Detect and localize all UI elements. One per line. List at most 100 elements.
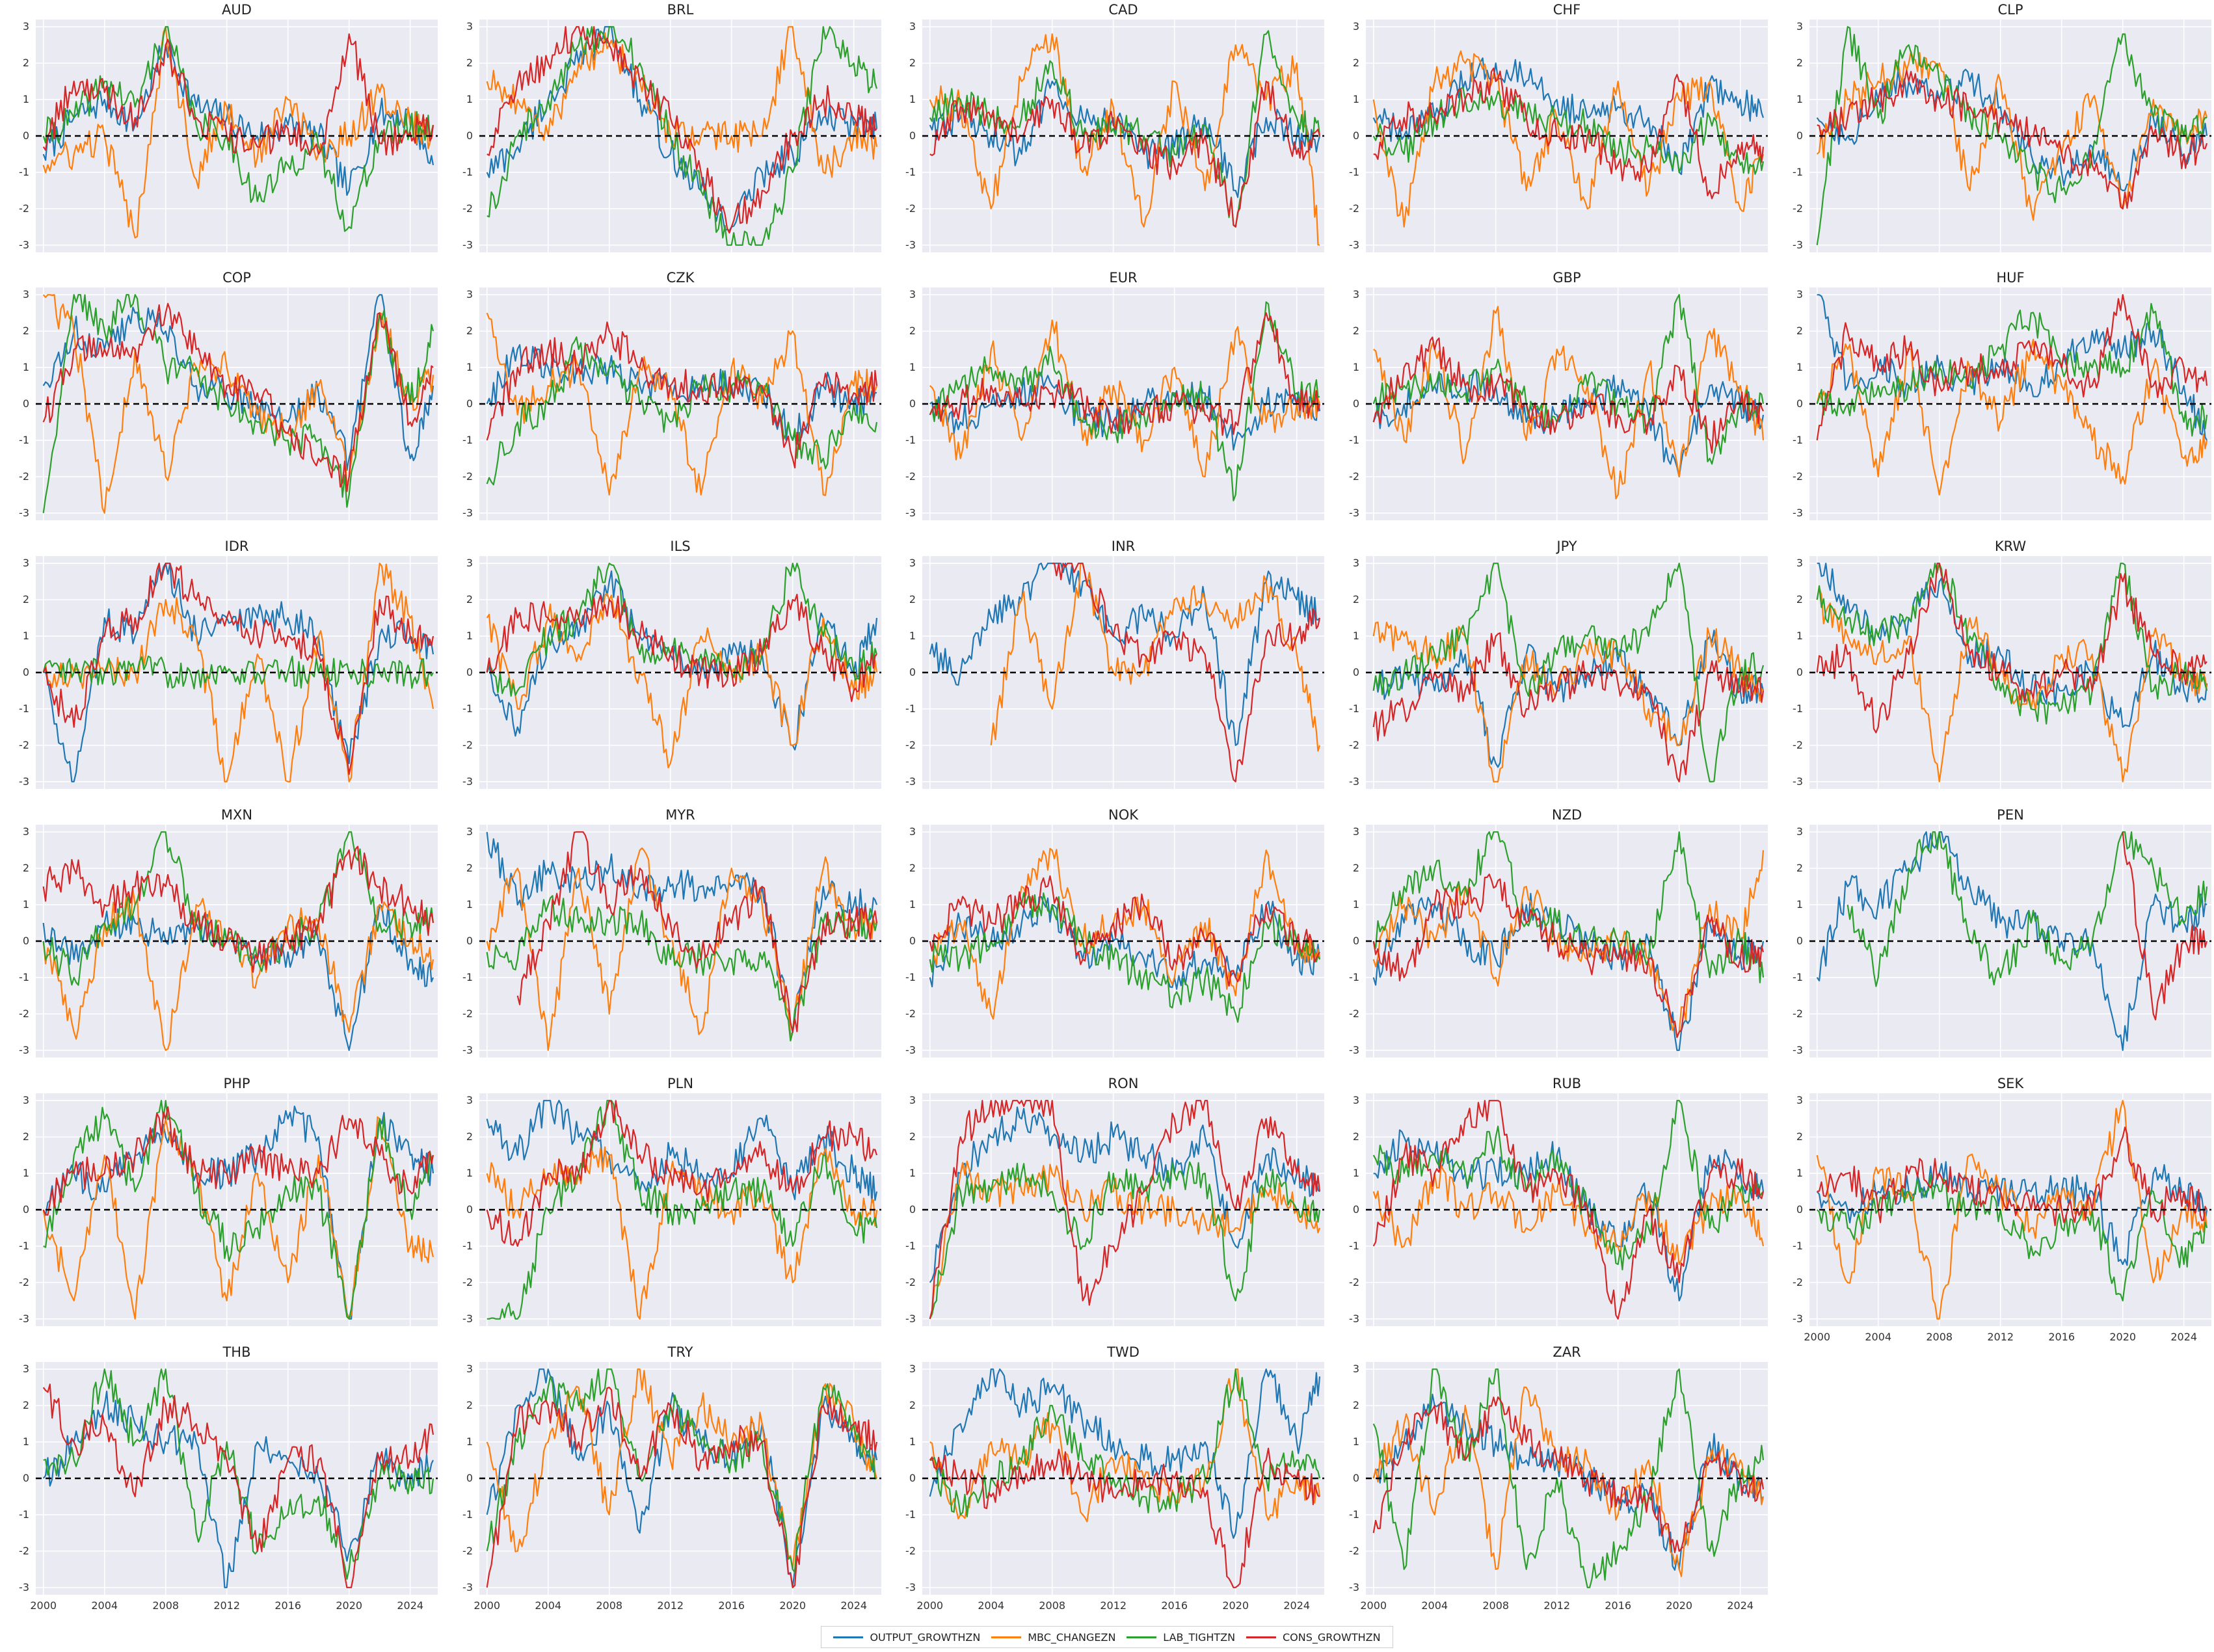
series-line-output-growthzn [486,1368,878,1588]
y-tick-label: 3 [1796,20,1803,33]
series-line-lab-tightzn [1816,302,2208,437]
series-group-cop [42,294,434,514]
y-tick-label: 0 [466,935,473,947]
y-tick-label: 0 [466,129,473,142]
y-tick-label: 2 [466,862,473,874]
y-tick-label: 1 [466,93,473,105]
y-tick-label: -2 [1793,202,1803,215]
y-tick-label: 2 [909,57,916,69]
y-tick-label: 0 [1796,397,1803,410]
panel-title-brl: BRL [667,2,694,18]
panel-title-jpy: JPY [1555,539,1577,554]
panel-huf: -3 -2 -1 0 1 2 3 HUF [1793,270,2211,520]
panel-nzd: -3 -2 -1 0 1 2 3 NZD [1349,807,1768,1058]
series-line-lab-tightzn [42,656,434,689]
y-tick-label: 1 [23,361,29,373]
y-tick-label: -2 [1793,1007,1803,1020]
panel-title-idr: IDR [225,539,249,554]
y-tick-label: 0 [909,129,916,142]
series-line-cons-growthzn [486,1100,878,1247]
panel-cop: -3 -2 -1 0 1 2 3 COP [19,270,438,520]
series-line-cons-growthzn [42,563,434,775]
y-tick-label: 0 [23,1472,29,1484]
x-tick-label: 2024 [2170,1331,2197,1343]
y-tick-label: 3 [1353,1094,1359,1106]
x-tick-label: 2008 [596,1599,622,1612]
series-line-cons-growthzn [929,1100,1321,1320]
legend-item-mbc-changezn: MBC_CHANGEZN [991,1631,1115,1644]
panel-title-pen: PEN [1997,807,2024,823]
y-tick-label: -1 [1349,1240,1359,1252]
series-line-cons-growthzn [42,302,434,492]
y-tick-label: 3 [1796,557,1803,569]
series-line-cons-growthzn [929,312,1321,436]
y-tick-label: -3 [462,1312,473,1325]
panel-cad: -3 -2 -1 0 1 2 3 CAD [905,2,1324,252]
series-line-lab-tightzn [929,1161,1321,1320]
y-tick-label: -1 [1349,1508,1359,1521]
x-tick-label: 2004 [535,1599,561,1612]
x-tick-label: 2008 [1482,1599,1509,1612]
series-line-output-growthzn [486,26,878,232]
y-tick-label: -1 [905,166,916,178]
x-tick-label: 2008 [1926,1331,1953,1343]
y-tick-label: -3 [462,507,473,519]
x-tick-label: 2016 [718,1599,745,1612]
y-tick-label: -2 [19,1276,29,1288]
y-tick-label: 3 [1796,1094,1803,1106]
series-line-mbc-changezn [486,1146,878,1320]
y-tick-label: 0 [466,1203,473,1216]
y-tick-label: -2 [1793,739,1803,751]
y-tick-label: -3 [1349,507,1359,519]
x-tick-label: 2000 [916,1599,943,1612]
y-tick-label: 0 [23,666,29,678]
series-line-output-growthzn [486,1100,878,1204]
y-tick-label: -2 [1349,739,1359,751]
y-tick-label: -1 [19,971,29,983]
y-tick-label: -1 [1793,971,1803,983]
y-tick-label: 2 [1353,325,1359,337]
series-line-mbc-changezn [1816,51,2208,221]
series-group-krw [1816,563,2208,782]
series-line-cons-growthzn [1372,336,1765,454]
y-tick-label: 1 [1796,361,1803,373]
series-line-mbc-changezn [486,312,878,496]
series-group-nzd [1372,831,1765,1051]
series-line-cons-growthzn [1372,1396,1765,1554]
series-line-lab-tightzn [487,1100,878,1320]
series-group-rub [1372,1100,1765,1320]
series-line-cons-growthzn [42,846,434,973]
legend-label-lab-tightzn: LAB_TIGHTZN [1163,1631,1236,1644]
series-line-mbc-changezn [1372,50,1765,228]
y-tick-label: 3 [1353,20,1359,33]
panel-czk: -3 -2 -1 0 1 2 3 CZK [462,270,881,520]
panel-title-krw: KRW [1995,539,2027,554]
y-tick-label: -3 [19,1312,29,1325]
y-tick-label: 0 [1353,1203,1359,1216]
y-tick-label: 3 [1796,288,1803,300]
panel-title-php: PHP [223,1076,250,1091]
y-tick-label: -2 [905,1545,916,1557]
y-tick-label: 2 [909,1399,916,1411]
panel-title-sek: SEK [1997,1076,2025,1091]
series-line-cons-growthzn [929,875,1320,987]
y-tick-label: -2 [1793,470,1803,483]
series-line-cons-growthzn [1052,563,1321,782]
panel-brl: -3 -2 -1 0 1 2 3 BRL [462,2,881,252]
y-tick-label: 1 [23,1167,29,1179]
y-tick-label: -1 [19,434,29,446]
y-tick-label: -1 [1793,702,1803,715]
series-line-cons-growthzn [1817,1126,2207,1227]
y-tick-label: 2 [466,1399,473,1411]
series-line-lab-tightzn [1372,563,1765,782]
y-tick-label: 2 [1353,57,1359,69]
y-tick-label: 0 [466,397,473,410]
y-tick-label: 0 [1353,935,1359,947]
series-line-lab-tightzn [1816,563,2208,725]
y-tick-label: -1 [1793,166,1803,178]
x-tick-label: 2020 [1222,1599,1249,1612]
y-tick-label: 3 [23,1363,29,1375]
series-group-ron [929,1100,1321,1320]
series-line-lab-tightzn [1372,1100,1764,1271]
y-tick-label: -2 [1349,1276,1359,1288]
